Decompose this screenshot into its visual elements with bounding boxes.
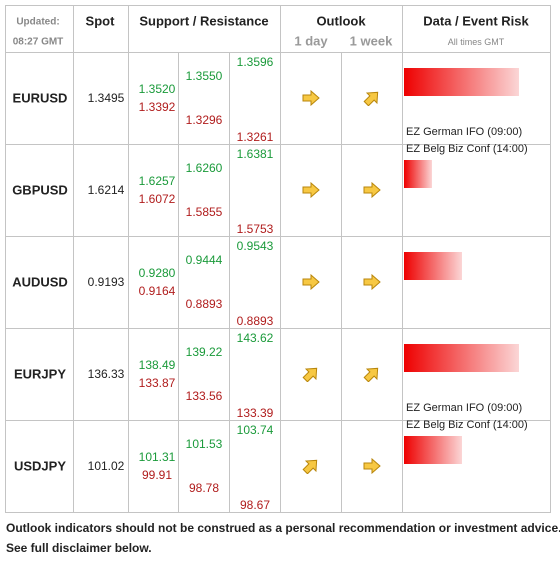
outlook-arrow [302,182,320,198]
resistance: 1.3550 [185,69,223,83]
pair: EURJPY [13,366,67,382]
spot: 0.9193 [87,275,125,289]
footer-line: See full disclaimer below. [6,541,152,555]
pair: USDJPY [13,458,67,474]
support: 1.3261 [236,130,274,144]
resistance: 101.31 [138,450,176,464]
support: 1.3392 [138,100,176,114]
support: 1.5855 [185,205,223,219]
support: 0.9164 [138,284,176,298]
spot-header: Spot [85,13,115,29]
outlook-arrow [302,274,320,290]
outlook-header: Outlook [316,13,366,29]
spot: 136.33 [87,367,125,381]
resistance: 1.3520 [138,82,176,96]
cell-border [5,236,551,237]
risk-bar [404,344,519,372]
outlook-arrow [363,91,379,106]
resistance: 1.3596 [236,55,274,69]
updated-label: Updated: [16,16,60,28]
updated-time: 08:27 GMT [12,36,64,48]
resistance: 103.74 [236,423,274,437]
sr-header: Support / Resistance [139,13,269,29]
times-note: All times GMT [447,37,505,47]
resistance: 101.53 [185,437,223,451]
resistance: 139.22 [185,345,223,359]
risk-bar [404,436,462,464]
cell-border [402,5,403,512]
spot: 1.6214 [87,183,125,197]
cell-border [5,5,551,6]
outlook-arrow [302,367,318,382]
support: 1.6072 [138,192,176,206]
support: 0.8893 [185,297,223,311]
cell-border [550,5,551,512]
outlook-arrow [302,90,320,106]
event: EZ German IFO (09:00) [406,402,523,414]
event: EZ Belg Biz Conf (14:00) [406,143,528,155]
cell-border [5,328,551,329]
spot: 1.3495 [87,91,125,105]
resistance: 0.9280 [138,266,176,280]
resistance: 1.6257 [138,174,176,188]
outlook-arrow [363,182,381,198]
cell-border [280,5,281,512]
pair: EURUSD [12,90,68,106]
support: 98.67 [239,498,271,512]
outlook-arrow [363,367,379,382]
support: 133.39 [236,406,274,420]
resistance: 138.49 [138,358,176,372]
data-header: Data / Event Risk [423,13,529,29]
support: 98.78 [188,481,220,495]
pair: AUDUSD [12,274,68,290]
footer-line: Outlook indicators should not be constru… [6,521,560,535]
resistance: 0.9543 [236,239,274,253]
support: 0.8893 [236,314,274,328]
risk-bar [404,68,519,96]
cell-border [229,52,230,512]
support: 99.91 [141,468,173,482]
resistance: 1.6260 [185,161,223,175]
resistance: 143.62 [236,331,274,345]
support: 133.87 [138,376,176,390]
outlook-1week: 1 week [349,33,393,49]
support: 1.3296 [185,113,223,127]
risk-bar [404,160,432,188]
outlook-1day: 1 day [294,33,328,49]
support: 133.56 [185,389,223,403]
outlook-arrow [363,458,381,474]
cell-border [5,5,6,512]
cell-border [5,512,551,513]
cell-border [341,52,342,512]
resistance: 1.6381 [236,147,274,161]
cell-border [5,144,551,145]
cell-border [5,52,551,53]
support: 1.5753 [236,222,274,236]
event: EZ Belg Biz Conf (14:00) [406,419,528,431]
pair: GBPUSD [12,182,68,198]
risk-bar [404,252,462,280]
cell-border [73,5,74,512]
spot: 101.02 [87,459,125,473]
cell-border [178,52,179,512]
outlook-arrow [302,459,318,474]
resistance: 0.9444 [185,253,223,267]
cell-border [5,420,551,421]
event: EZ German IFO (09:00) [406,126,523,138]
cell-border [128,5,129,512]
outlook-arrow [363,274,381,290]
